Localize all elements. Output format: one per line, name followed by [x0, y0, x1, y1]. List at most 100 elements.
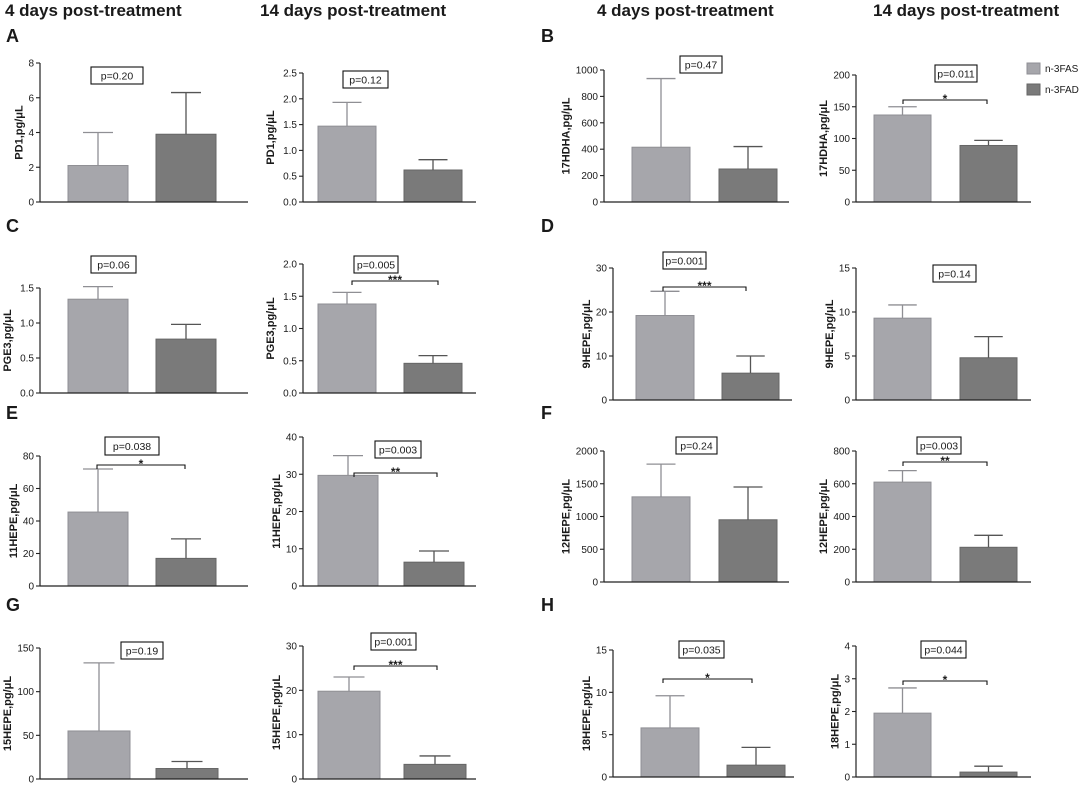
y-axis-label: PGE3,pg/μL: [2, 309, 14, 372]
legend-label-n-3fad: n-3FAD: [1045, 85, 1079, 96]
p-value-annotation: p=0.003: [916, 436, 962, 455]
y-tick-label: 40: [286, 433, 298, 444]
panel-letter-f: F: [541, 403, 552, 423]
y-axis-label: 12HEPE,pg/μL: [818, 479, 830, 554]
y-tick-label: 10: [286, 730, 298, 741]
panel-letter-e: E: [6, 403, 18, 423]
y-tick-label: 400: [581, 145, 598, 156]
p-value-label: p=0.001: [374, 636, 412, 648]
y-tick-label: 1.0: [283, 146, 297, 157]
y-axis-label: 11HEPE,pg/μL: [8, 483, 20, 558]
y-tick-label: 400: [833, 512, 850, 523]
y-tick-label: 1.5: [20, 284, 34, 295]
bar-n3fas: [317, 303, 377, 394]
y-tick-label: 1500: [576, 479, 599, 490]
y-axis-label: PD1,pg/μL: [13, 105, 25, 160]
p-value-label: p=0.24: [680, 440, 713, 452]
bar-n3fad: [718, 519, 778, 583]
y-tick-label: 0.5: [20, 354, 34, 365]
y-tick-label: 800: [581, 92, 598, 103]
panel-letter-a: A: [6, 26, 19, 46]
p-value-label: p=0.12: [349, 74, 382, 86]
chart-18hepe-4-days: 0 5 10 15 18HEPE,pg/μL p=0.035 *: [581, 640, 794, 784]
y-tick-label: 0: [28, 775, 34, 786]
y-tick-label: 30: [596, 264, 608, 275]
y-tick-label: 200: [581, 171, 598, 182]
bar-n3fas: [640, 727, 700, 778]
error-bar-n3fas: [83, 285, 113, 300]
column-header-4-days-right: 4 days post-treatment: [597, 1, 774, 20]
bar-n3fad: [959, 771, 1018, 778]
significance-bracket: [662, 286, 747, 291]
p-value-label: p=0.003: [920, 440, 958, 452]
p-value-box: [932, 264, 977, 283]
p-value-label: p=0.011: [937, 68, 975, 80]
y-tick-label: 30: [286, 642, 298, 653]
p-value-box: [920, 640, 967, 659]
y-tick-label: 0: [28, 582, 34, 593]
bar-n3fas: [67, 730, 131, 780]
error-bar-n3fas: [83, 662, 115, 731]
p-value-annotation: p=0.12: [342, 70, 389, 89]
p-value-box: [120, 641, 164, 660]
p-value-annotation: p=0.24: [675, 436, 718, 455]
error-bar-n3fad: [419, 755, 451, 765]
y-tick-label: 4: [28, 128, 34, 139]
y-tick-label: 80: [23, 452, 35, 463]
column-header-14-days-right: 14 days post-treatment: [873, 1, 1059, 20]
y-axis-label: 9HEPE,pg/μL: [824, 299, 836, 368]
significance-stars: *: [139, 457, 144, 471]
bar-n3fad: [155, 133, 217, 203]
bar-n3fas: [67, 165, 129, 203]
significance-bracket: [353, 665, 438, 670]
y-tick-label: 150: [833, 102, 850, 113]
bar-n3fas: [317, 474, 379, 587]
p-value-annotation: p=0.001: [370, 632, 417, 651]
bar-n3fad: [155, 557, 217, 587]
y-tick-label: 0: [601, 396, 607, 407]
y-axis-label: PD1,pg/μL: [265, 110, 277, 165]
bar-n3fad: [721, 372, 780, 401]
bar-n3fas: [873, 317, 932, 401]
y-tick-label: 150: [17, 644, 34, 655]
y-tick-label: 3: [844, 674, 850, 685]
y-axis-label: 17HDHA,pg/μL: [818, 100, 830, 177]
y-tick-label: 2.5: [283, 69, 297, 80]
p-value-annotation: p=0.47: [679, 55, 723, 74]
chart-9hepe-4-days: 0 10 20 30 9HEPE,pg/μL p=0.001 ***: [581, 251, 792, 407]
significance-stars: *: [943, 673, 948, 687]
panel-letter-c: C: [6, 216, 19, 236]
p-value-label: p=0.14: [938, 268, 971, 280]
p-value-label: p=0.035: [682, 644, 720, 656]
p-value-box: [678, 640, 725, 659]
y-tick-label: 0: [844, 396, 850, 407]
error-bar-n3fad: [733, 145, 763, 169]
p-value-annotation: p=0.20: [90, 66, 144, 85]
chart-12hepe-4-days: 0 500 1000 1500 2000 12HEPE,pg/μL p=0.24: [561, 436, 789, 589]
error-bar-n3fas: [655, 695, 685, 728]
y-axis-label: 17HDHA,pg/μL: [561, 97, 573, 174]
y-axis-label: 15HEPE,pg/μL: [2, 676, 14, 751]
y-tick-label: 0.0: [283, 198, 297, 209]
error-bar-n3fas: [83, 131, 113, 166]
y-axis-label: PGE3,pg/μL: [265, 297, 277, 360]
y-tick-label: 0: [844, 578, 850, 589]
legend-swatch-n-3fas: [1026, 62, 1041, 75]
column-header-14-days-left: 14 days post-treatment: [260, 1, 446, 20]
y-axis-label: 11HEPE,pg/μL: [271, 474, 283, 549]
bar-n3fad: [155, 768, 219, 780]
significance-bracket: [902, 461, 988, 466]
significance-stars: *: [705, 671, 710, 685]
error-bar-n3fas: [332, 291, 362, 304]
y-tick-label: 40: [23, 517, 35, 528]
column-header-4-days-left: 4 days post-treatment: [5, 1, 182, 20]
y-tick-label: 1000: [576, 66, 599, 77]
y-tick-label: 2000: [576, 447, 599, 458]
y-axis-label: 15HEPE,pg/μL: [271, 675, 283, 750]
bar-n3fad: [718, 168, 778, 203]
error-bar-n3fad: [171, 760, 203, 769]
p-value-label: p=0.06: [97, 259, 130, 271]
chart-pd1-14-days: 0.0 0.5 1.0 1.5 2.0 2.5 PD1,pg/μL p=0.12: [265, 69, 476, 209]
chart-15hepe-4-days: 0 50 100 150 15HEPE,pg/μL p=0.19: [2, 641, 248, 786]
panel-letter-h: H: [541, 595, 554, 615]
